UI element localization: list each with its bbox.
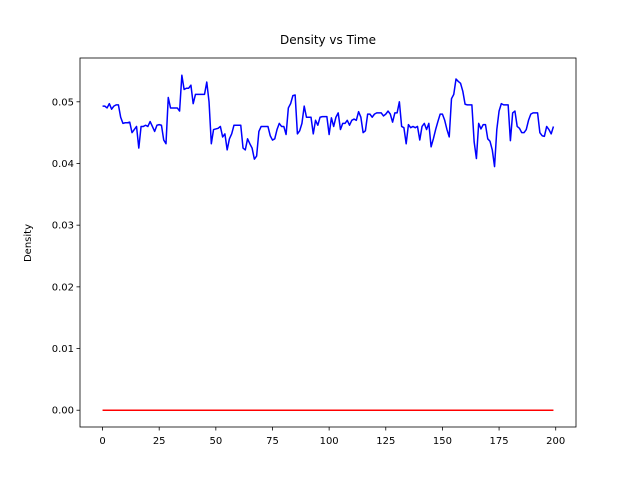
line-series	[102, 74, 555, 168]
x-tick-label: 175	[490, 436, 509, 447]
x-tick-label: 0	[99, 436, 105, 447]
y-tick-label: 0.02	[52, 282, 74, 293]
x-tick-label: 150	[433, 436, 452, 447]
y-tick-label: 0.04	[52, 159, 74, 170]
x-tick-label: 100	[320, 436, 339, 447]
x-tick-label: 50	[209, 436, 222, 447]
y-axis-label: Density	[23, 224, 34, 262]
y-tick-label: 0.01	[52, 344, 74, 355]
y-tick-label: 0.03	[52, 221, 74, 232]
axes-frame	[79, 57, 577, 428]
y-tick-label: 0.05	[52, 97, 74, 108]
chart-title: Density vs Time	[280, 33, 376, 47]
y-tick-label: 0.00	[52, 406, 74, 417]
x-tick-label: 25	[153, 436, 166, 447]
x-tick-label: 75	[266, 436, 279, 447]
x-tick-label: 125	[376, 436, 395, 447]
x-tick-label: 200	[546, 436, 565, 447]
